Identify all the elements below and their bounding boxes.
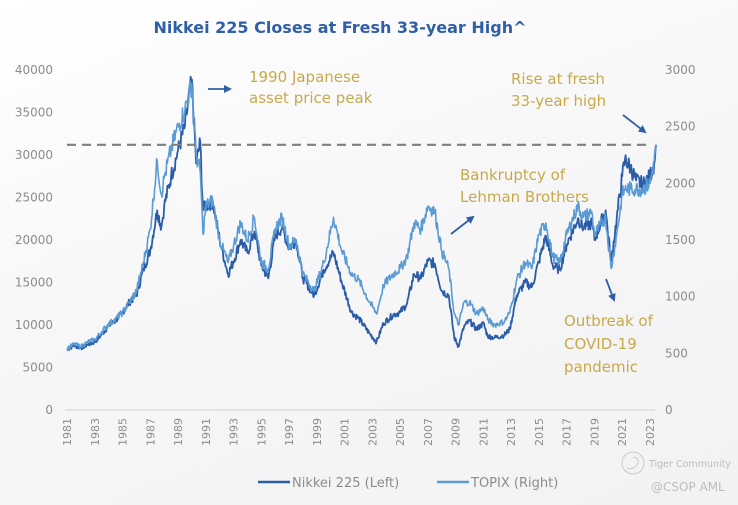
arrow-icon <box>450 215 475 235</box>
right-tick-label: 2000 <box>665 176 696 190</box>
x-tick-label: 1983 <box>89 418 102 446</box>
right-tick-label: 2500 <box>665 120 696 134</box>
left-tick-label: 5000 <box>22 361 53 375</box>
annotation-lehman: Bankruptcy of Lehman Brothers <box>450 166 589 235</box>
x-tick-label: 1995 <box>255 418 268 446</box>
annotation-text: COVID-19 <box>564 335 637 353</box>
x-tick-label: 2019 <box>588 418 601 446</box>
annotation-text: asset price peak <box>249 89 373 107</box>
left-tick-label: 40000 <box>15 63 53 77</box>
right-tick-label: 1000 <box>665 290 696 304</box>
right-axis: 0 500 1000 1500 2000 2500 3000 <box>665 63 696 417</box>
x-tick-label: 2015 <box>533 418 546 446</box>
right-tick-label: 500 <box>665 346 688 360</box>
left-tick-label: 25000 <box>15 191 53 205</box>
tiger-logo-icon <box>621 451 645 475</box>
annotation-text: Rise at fresh <box>511 70 605 88</box>
watermark-handle: @CSOP AML <box>651 480 725 494</box>
annotation-text: Lehman Brothers <box>460 188 589 206</box>
annotation-covid: Outbreak of COVID-19 pandemic <box>564 278 654 376</box>
x-tick-label: 2003 <box>366 418 379 446</box>
x-tick-label: 2021 <box>616 418 629 446</box>
right-tick-label: 0 <box>665 403 673 417</box>
arrow-icon <box>605 278 616 302</box>
legend-label: Nikkei 225 (Left) <box>292 476 399 491</box>
watermark: Tiger Community @CSOP AML <box>621 451 731 494</box>
x-tick-label: 1981 <box>61 418 74 446</box>
x-tick-label: 2013 <box>505 418 518 446</box>
annotation-text: Bankruptcy of <box>460 166 566 184</box>
annotation-text: 1990 Japanese <box>249 68 360 86</box>
left-tick-label: 35000 <box>15 106 53 120</box>
x-tick-label: 2011 <box>477 418 490 446</box>
x-tick-label: 1991 <box>200 418 213 446</box>
annotation-text: pandemic <box>564 358 638 376</box>
x-tick-label: 1997 <box>283 418 296 446</box>
x-tick-label: 2007 <box>422 418 435 446</box>
arrow-icon <box>622 114 647 134</box>
left-axis: 0 5000 10000 15000 20000 25000 30000 35000 40000 <box>15 63 53 417</box>
x-tick-label: 1989 <box>172 418 185 446</box>
x-tick-label: 2009 <box>450 418 463 446</box>
annotation-text: 33-year high <box>511 92 606 110</box>
chart-title: Nikkei 225 Closes at Fresh 33-year High^ <box>153 18 526 37</box>
x-tick-label: 2023 <box>644 418 657 446</box>
x-tick-label: 1985 <box>117 418 130 446</box>
series-layer <box>66 75 658 352</box>
legend-label: TOPIX (Right) <box>470 476 558 491</box>
series-line-nikkei-225 <box>66 75 658 351</box>
watermark-brand: Tiger Community <box>648 459 731 470</box>
x-tick-label: 1993 <box>228 418 241 446</box>
left-tick-label: 10000 <box>15 318 53 332</box>
annotation-1990-peak: 1990 Japanese asset price peak <box>208 68 373 107</box>
annotation-text: Outbreak of <box>564 312 654 330</box>
x-tick-label: 2001 <box>339 418 352 446</box>
annotation-fresh-high: Rise at fresh 33-year high <box>511 70 647 134</box>
left-tick-label: 30000 <box>15 148 53 162</box>
x-tick-label: 2005 <box>394 418 407 446</box>
legend-item-nikkei: Nikkei 225 (Left) <box>258 476 399 491</box>
x-tick-label: 1999 <box>311 418 324 446</box>
left-tick-label: 20000 <box>15 233 53 247</box>
left-tick-label: 0 <box>45 403 53 417</box>
right-tick-label: 3000 <box>665 63 696 77</box>
right-tick-label: 1500 <box>665 233 696 247</box>
x-tick-label: 1987 <box>144 418 157 446</box>
x-axis: 1981 1983 1985 1987 1989 1991 1993 1995 1997 1999… <box>61 418 657 446</box>
legend-item-topix: TOPIX (Right) <box>437 476 558 491</box>
legend: Nikkei 225 (Left) TOPIX (Right) <box>258 476 558 491</box>
left-tick-label: 15000 <box>15 276 53 290</box>
x-tick-label: 2017 <box>561 418 574 446</box>
series-line-topix <box>66 80 657 352</box>
